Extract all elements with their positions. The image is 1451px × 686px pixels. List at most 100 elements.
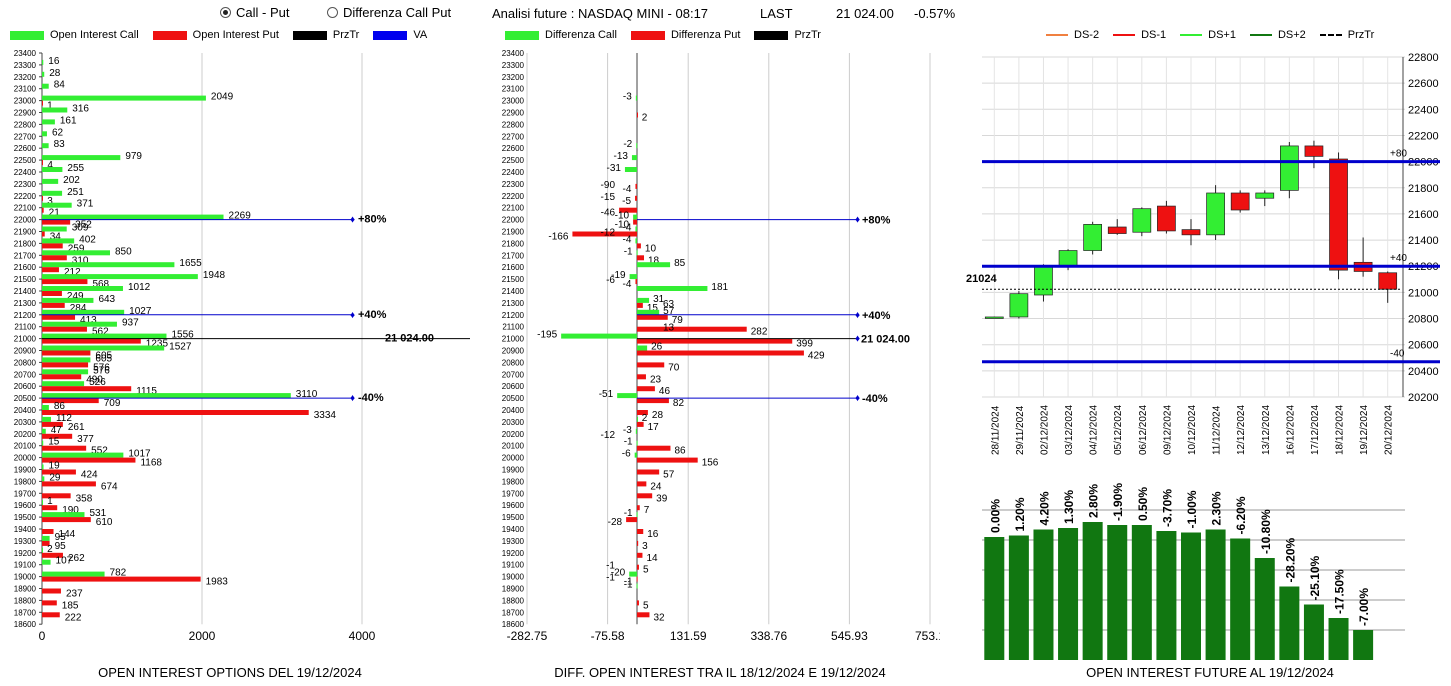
bar-diff-put-label: 79 [672,315,684,326]
bar-put-label: 352 [75,220,92,231]
bar-diff-call-label: -20 [611,568,626,579]
x-tick-label: 131.59 [670,629,707,643]
x-tick-label: 545.93 [831,629,868,643]
bar-diff-call [631,155,638,161]
y-tick-label: 21300 [14,299,37,308]
y-tick-label: 22700 [14,132,37,141]
bar-diff-put-label: 282 [751,327,768,338]
bar-diff-put [637,350,804,356]
x-tick-label: 338.76 [750,629,787,643]
legend-swatch-diff-put [630,30,665,40]
legend-ds1: DS+1 [1208,29,1236,41]
bar-diff-put [637,505,640,511]
radio-differenza[interactable]: Differenza Call Put [327,5,451,20]
y-tick-label: 22200 [14,192,37,201]
y-tick-label: 20300 [14,418,37,427]
level-label: +40% [862,310,891,322]
oi-future-bar [1254,558,1275,660]
bar-put-label: 358 [76,493,93,504]
oi-future-bar-label: -28.20% [1283,537,1297,582]
legend-diff-call: Differenza Call [545,29,617,41]
bar-call [42,262,175,268]
bar-diff-put [635,183,638,189]
candlestick-chart: 2020020400206002080021000212002140021600… [966,52,1440,455]
level-label: +80 [1390,149,1407,160]
bar-call [42,83,49,89]
legend-ds-1: DS-1 [1141,29,1167,41]
bar-diff-put [635,195,638,201]
bar-put-label: 262 [68,553,85,564]
bar-diff-put [626,517,638,523]
bar-call [42,357,91,363]
bar-call-label: 782 [110,568,127,579]
y-tick-label: 19300 [14,537,37,546]
radio-call-put[interactable]: Call - Put [220,5,289,20]
y-tick-label: 23400 [14,49,37,58]
bar-diff-call [636,143,638,149]
bar-put [42,493,71,499]
y-tick-label: 22400 [502,168,525,177]
bar-call-label: 112 [56,413,72,424]
bar-diff-call-label: -6 [622,449,631,460]
bar-put [42,469,76,475]
bar-call-label: 3110 [296,389,318,400]
candle-body [1132,208,1152,233]
oi-future-bar [984,537,1005,660]
bar-call [42,107,68,113]
legend-middle: Differenza Call Differenza Put PrzTr [505,29,835,41]
bar-diff-put [637,552,643,558]
candle-body [1058,250,1078,267]
bar-call-label: 19 [49,461,61,472]
top-bar: Call - Put Differenza Call Put Analisi f… [0,3,1451,25]
bar-call-label: 979 [125,151,142,162]
radio-unselected-icon[interactable] [327,7,338,18]
y-tick-label: 22500 [502,156,525,165]
y-tick-label: 23200 [14,73,37,82]
bar-call-label: 850 [115,246,132,257]
y-tick-label: 22700 [502,132,525,141]
x-tick-label: 12/12/2024 [1236,405,1247,455]
level-label: -40% [358,392,384,404]
level-label: 21 024.00 [385,333,434,345]
bar-diff-put [636,576,638,582]
bar-diff-put-label: 7 [644,505,650,516]
bar-diff-call-label: -1 [624,437,633,448]
legend-diff-put: Differenza Put [670,29,741,41]
bar-diff-put-label: -4 [623,184,632,195]
bar-call [42,297,94,303]
bar-diff-put-label: 86 [674,446,686,457]
y-tick-label: 21100 [14,323,36,332]
y-tick-label: 20800 [502,358,525,367]
y-tick-label: 19200 [502,549,525,558]
y-tick-label: 21600 [502,263,525,272]
y-tick-label: 20400 [502,406,525,415]
bar-put [42,398,99,404]
bar-call [42,369,89,375]
legend-swatch-call [10,30,44,40]
bar-call-label: 402 [79,234,96,245]
bar-diff-call [636,250,638,256]
y-tick-label: 21300 [502,299,525,308]
y-tick-label: 23300 [14,61,37,70]
y-tick-label: 19400 [502,525,525,534]
bar-diff-put [637,302,643,308]
bar-call-label: 83 [54,139,66,150]
y-tick-label: 21500 [14,275,37,284]
y-tick-label: 21700 [14,251,37,260]
level-arrow-icon: ♦ [855,215,860,226]
bar-call-label: 95 [55,532,67,543]
level-arrow-icon: ♦ [350,310,355,321]
y-tick-label: 19000 [502,573,525,582]
bar-call [42,59,44,65]
last-price-label: 21024 [966,273,997,285]
y-tick-label: 20700 [14,370,37,379]
y-tick-label: 22900 [14,109,37,118]
bar-diff-call-label: -3 [623,425,632,436]
radio-selected-icon[interactable] [220,7,231,18]
oi-future-bar [1131,525,1152,660]
y-tick-label: 18700 [502,608,525,617]
bar-diff-put-label: -5 [622,196,631,207]
bar-call [42,71,45,77]
legend-swatch-ds1 [1180,34,1203,36]
bar-diff-call [629,274,638,280]
